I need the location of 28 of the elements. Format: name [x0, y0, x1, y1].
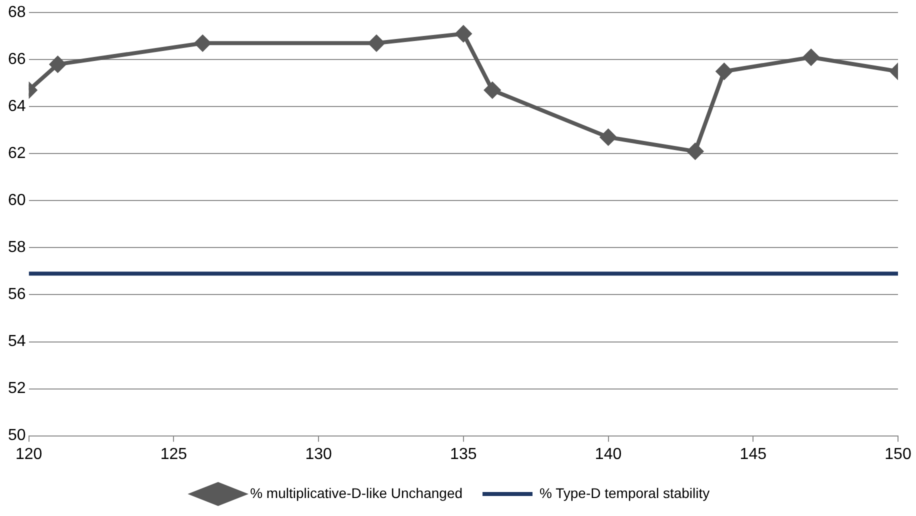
y-tick-label: 58 — [8, 239, 26, 256]
point — [600, 129, 616, 146]
y-tick-label: 54 — [8, 333, 26, 350]
x-tick-label: 145 — [740, 446, 767, 463]
x-tick-label: 125 — [160, 446, 188, 463]
x-tick-label: 130 — [305, 446, 332, 463]
point — [368, 35, 384, 52]
x-tick-label: 135 — [450, 446, 477, 463]
x-tick-label: 120 — [15, 446, 42, 463]
point — [50, 56, 66, 72]
y-tick-label: 64 — [8, 98, 26, 116]
x-tick-label: 140 — [594, 446, 622, 463]
y-tick-label: 50 — [8, 427, 26, 444]
point — [484, 82, 500, 98]
y-tick-label: 62 — [8, 145, 26, 162]
point — [687, 143, 704, 160]
y-tick-label: 60 — [8, 192, 26, 210]
point — [716, 63, 732, 80]
y-tick-label: 52 — [8, 380, 26, 398]
y-tick-label: 68 — [8, 4, 26, 22]
point — [455, 26, 472, 42]
y-tick-label: 56 — [8, 286, 26, 304]
point — [803, 49, 820, 66]
y-tick-label: 66 — [8, 51, 26, 68]
legend-label: % Type-D temporal stability — [540, 484, 710, 501]
legend-label: % multiplicative-D-like Unchanged — [250, 484, 463, 501]
point — [194, 35, 211, 52]
x-tick-label: 150 — [884, 446, 912, 463]
